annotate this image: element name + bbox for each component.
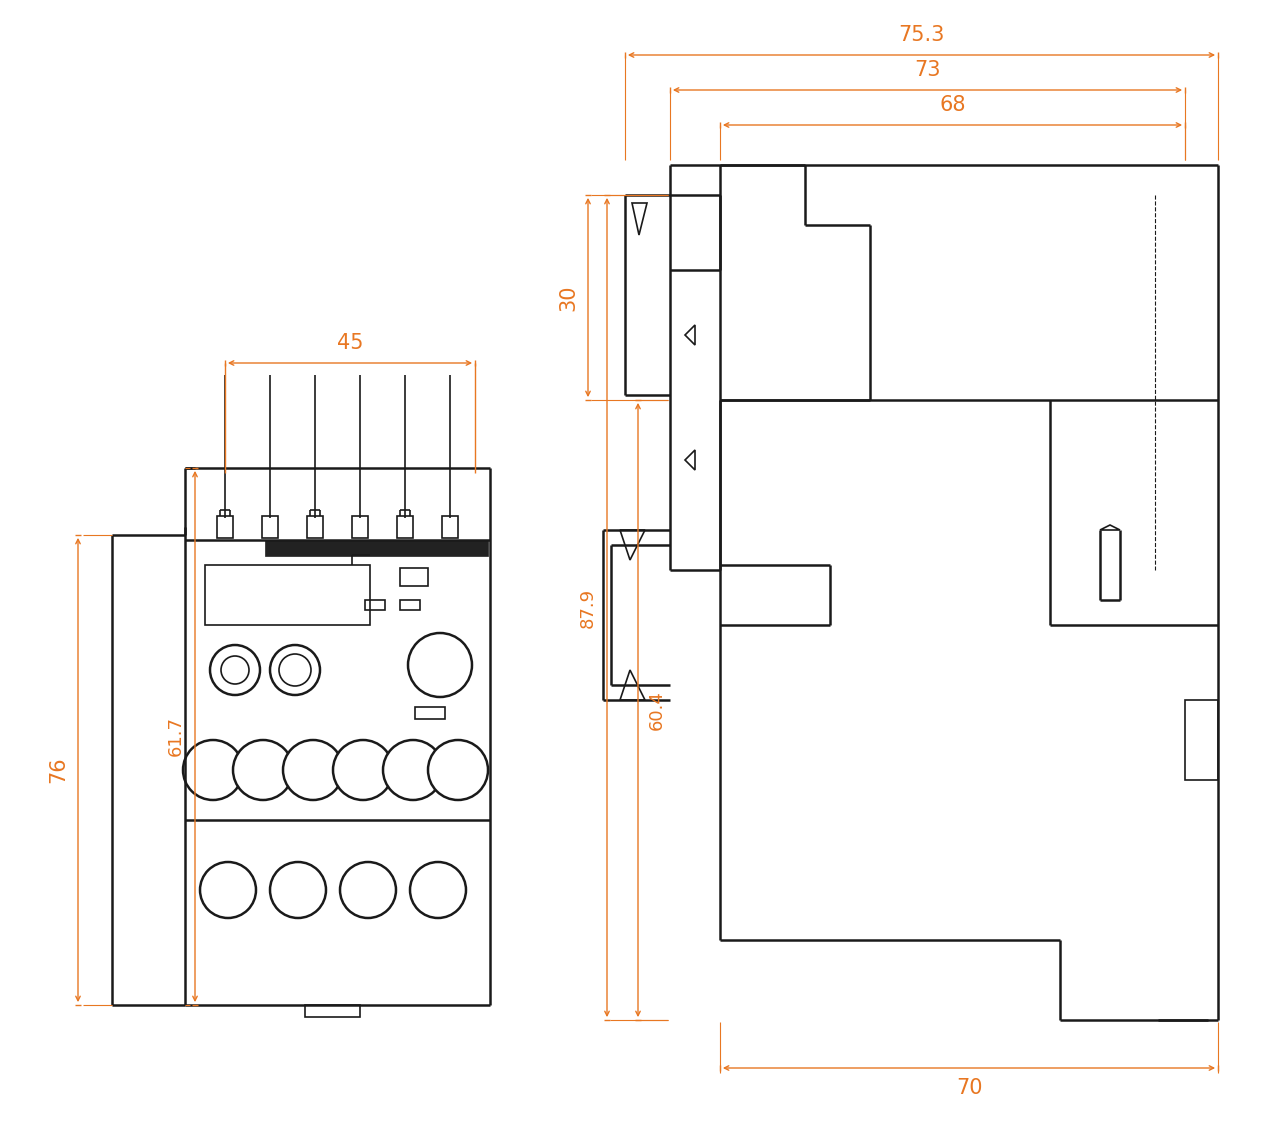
- Circle shape: [279, 654, 311, 686]
- Text: 30: 30: [558, 285, 579, 311]
- Text: 68: 68: [940, 95, 965, 115]
- Circle shape: [210, 645, 260, 695]
- Bar: [218, 515, 233, 538]
- Bar: [442, 515, 458, 538]
- Circle shape: [333, 740, 393, 800]
- Polygon shape: [620, 530, 645, 560]
- Text: 76: 76: [49, 757, 68, 783]
- Polygon shape: [1100, 525, 1120, 530]
- Bar: [305, 1005, 360, 1017]
- Bar: [415, 708, 445, 719]
- Text: 73: 73: [914, 59, 941, 80]
- Circle shape: [408, 633, 472, 697]
- Bar: [265, 539, 488, 555]
- Bar: [397, 515, 413, 538]
- Bar: [365, 600, 385, 610]
- Text: 45: 45: [337, 333, 364, 353]
- Bar: [399, 568, 428, 586]
- Circle shape: [200, 862, 256, 918]
- Circle shape: [233, 740, 293, 800]
- Bar: [307, 515, 323, 538]
- Bar: [205, 565, 370, 625]
- Circle shape: [410, 862, 466, 918]
- Polygon shape: [632, 203, 646, 235]
- Circle shape: [270, 862, 326, 918]
- Text: 61.7: 61.7: [166, 717, 186, 757]
- Polygon shape: [685, 325, 695, 345]
- Circle shape: [270, 645, 320, 695]
- Text: 70: 70: [956, 1078, 982, 1098]
- Text: 75.3: 75.3: [899, 25, 945, 45]
- Polygon shape: [685, 450, 695, 470]
- Circle shape: [340, 862, 396, 918]
- Circle shape: [183, 740, 243, 800]
- Text: 60.4: 60.4: [648, 690, 666, 730]
- Circle shape: [283, 740, 343, 800]
- Polygon shape: [620, 670, 645, 700]
- Circle shape: [383, 740, 443, 800]
- Bar: [399, 600, 420, 610]
- Bar: [262, 515, 278, 538]
- Bar: [352, 515, 369, 538]
- Text: 87.9: 87.9: [579, 588, 596, 628]
- Circle shape: [428, 740, 488, 800]
- Circle shape: [221, 656, 250, 684]
- Bar: [1185, 700, 1219, 780]
